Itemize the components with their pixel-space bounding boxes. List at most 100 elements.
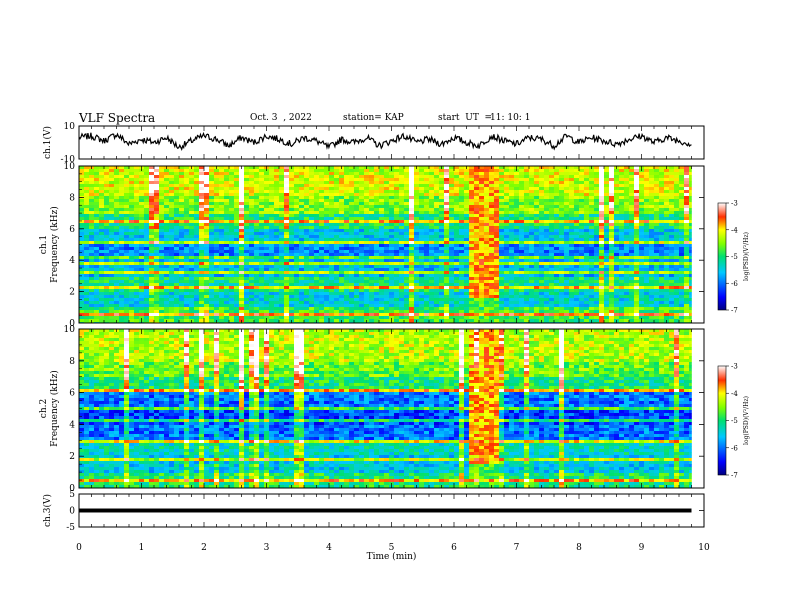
spectrogram-cell — [484, 166, 490, 170]
spectrogram-cell — [509, 175, 515, 179]
spectrogram-cell — [519, 175, 525, 179]
spectrogram-cell — [424, 235, 430, 239]
spectrogram-cell — [199, 235, 205, 239]
spectrogram-cell — [229, 256, 235, 260]
spectrogram-cell — [464, 271, 470, 275]
spectrogram-cell — [574, 208, 580, 212]
spectrogram-cell — [319, 181, 325, 185]
spectrogram-cell — [319, 205, 325, 209]
spectrogram-cell — [534, 277, 540, 281]
spectrogram-cell — [354, 253, 360, 257]
spectrogram-cell — [579, 244, 585, 248]
spectrogram-cell — [249, 268, 255, 272]
spectrogram-cell — [239, 220, 245, 224]
spectrogram-cell — [554, 208, 560, 212]
spectrogram-cell — [594, 220, 600, 224]
spectrogram-cell — [384, 286, 390, 290]
spectrogram-cell — [189, 172, 195, 176]
spectrogram-cell — [159, 166, 165, 170]
spectrogram-cell — [269, 169, 275, 173]
spectrogram-cell — [384, 199, 390, 203]
spectrogram-cell — [459, 217, 465, 221]
spectrogram-cell — [529, 241, 535, 245]
spectrogram-cell — [99, 262, 105, 266]
spectrogram-cell — [359, 226, 365, 230]
spectrogram-cell — [234, 172, 240, 176]
spectrogram-cell — [364, 265, 370, 269]
spectrogram-cell — [674, 202, 680, 206]
spectrogram-cell — [324, 181, 330, 185]
spectrogram-cell — [154, 166, 160, 170]
spectrogram-cell — [524, 187, 530, 191]
spectrogram-cell — [304, 178, 310, 182]
spectrogram-cell — [219, 226, 225, 230]
spectrogram-cell — [619, 193, 625, 197]
spectrogram-cell — [124, 274, 130, 278]
spectrogram-cell — [284, 247, 290, 251]
spectrogram-cell — [209, 178, 215, 182]
spectrogram-cell — [559, 217, 565, 221]
spectrogram-cell — [564, 277, 570, 281]
spectrogram-cell — [144, 268, 150, 272]
spectrogram-cell — [619, 220, 625, 224]
spectrogram-cell — [594, 259, 600, 263]
spectrogram-cell — [234, 217, 240, 221]
spectrogram-cell — [439, 196, 445, 200]
spectrogram-cell — [429, 223, 435, 227]
spectrogram-cell — [284, 217, 290, 221]
spectrogram-cell — [654, 241, 660, 245]
spectrogram-cell — [524, 277, 530, 281]
spectrogram-cell — [164, 247, 170, 251]
spectrogram-cell — [234, 283, 240, 287]
spectrogram-cell — [399, 214, 405, 218]
spectrogram-cell — [434, 190, 440, 194]
spectrogram-cell — [639, 211, 645, 215]
spectrogram-cell — [414, 217, 420, 221]
spectrogram-cell — [469, 256, 475, 260]
spectrogram-cell — [259, 184, 265, 188]
spectrogram-cell — [464, 208, 470, 212]
spectrogram-cell — [659, 226, 665, 230]
spectrogram-cell — [679, 238, 685, 242]
spectrogram-cell — [319, 286, 325, 290]
spectrogram-cell — [209, 202, 215, 206]
spectrogram-cell — [204, 223, 210, 227]
spectrogram-cell — [349, 199, 355, 203]
spectrogram-cell — [689, 190, 692, 194]
spectrogram-cell — [669, 229, 675, 233]
spectrogram-cell — [329, 265, 335, 269]
spectrogram-cell — [279, 229, 285, 233]
spectrogram-cell — [379, 268, 385, 272]
spectrogram-cell — [504, 196, 510, 200]
spectrogram-cell — [434, 238, 440, 242]
spectrogram-cell — [349, 208, 355, 212]
spectrogram-cell — [229, 235, 235, 239]
spectrogram-cell — [299, 283, 305, 287]
spectrogram-cell — [414, 229, 420, 233]
spectrogram-cell — [404, 265, 410, 269]
spectrogram-cell — [604, 265, 610, 269]
spectrogram-cell — [394, 226, 400, 230]
spectrogram-cell — [459, 223, 465, 227]
spectrogram-cell — [339, 259, 345, 263]
spectrogram-cell — [319, 199, 325, 203]
spectrogram-cell — [684, 202, 690, 206]
spectrogram-cell — [184, 178, 190, 182]
spectrogram-cell — [179, 190, 185, 194]
spectrogram-cell — [404, 262, 410, 266]
spectrogram-cell — [579, 280, 585, 284]
spectrogram-cell — [114, 217, 120, 221]
spectrogram-cell — [669, 277, 675, 281]
spectrogram-cell — [679, 253, 685, 257]
spectrogram-cell — [329, 220, 335, 224]
spectrogram-cell — [224, 259, 230, 263]
spectrogram-cell — [249, 226, 255, 230]
spectrogram-cell — [439, 193, 445, 197]
spectrogram-cell — [659, 211, 665, 215]
spectrogram-cell — [189, 169, 195, 173]
spectrogram-cell — [169, 229, 175, 233]
spectrogram-cell — [584, 283, 590, 287]
spectrogram-cell — [209, 229, 215, 233]
spectrogram-cell — [79, 169, 85, 173]
spectrogram-cell — [94, 232, 100, 236]
